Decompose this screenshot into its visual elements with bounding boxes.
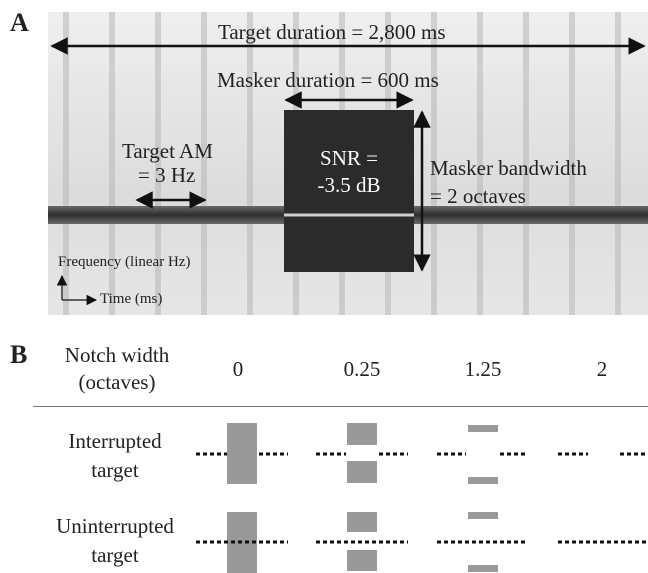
notch-width-1-25: 1.25 — [464, 357, 502, 381]
interrupted-notch-0-25-upper — [347, 423, 377, 445]
header-divider — [33, 406, 648, 407]
uninterrupted-notch-1-25-upper — [468, 512, 498, 519]
target-am-label-line2: = 3 Hz — [138, 163, 196, 187]
interrupted-row-schematics — [196, 423, 648, 484]
target-am-label-line1: Target AM — [122, 139, 213, 163]
row-label-interrupted-line1: Interrupted — [68, 429, 162, 453]
masker-bandwidth-label-line2: = 2 octaves — [430, 184, 526, 208]
masker-bandwidth-label-line1: Masker bandwidth — [430, 156, 587, 180]
axis-indicator — [56, 274, 98, 306]
row-label-interrupted-line2: target — [91, 458, 139, 482]
row-label-uninterrupted-line2: target — [91, 543, 139, 567]
snr-label-line1: SNR = — [320, 146, 378, 170]
masker-duration-label: Masker duration = 600 ms — [217, 68, 439, 92]
notch-width-header-line1: Notch width — [64, 343, 170, 367]
notch-width-header-line2: (octaves) — [78, 370, 156, 394]
interrupted-notch-0-block — [227, 423, 257, 484]
time-axis-label: Time (ms) — [100, 291, 163, 307]
panel-letter-b: B — [10, 340, 28, 369]
row-label-uninterrupted-line1: Uninterrupted — [56, 514, 174, 538]
interrupted-notch-0-25-lower — [347, 461, 377, 483]
interrupted-notch-1-25-upper — [468, 425, 498, 432]
interrupted-notch-1-25-lower — [468, 477, 498, 484]
target-duration-label: Target duration = 2,800 ms — [218, 20, 446, 44]
notch-width-0: 0 — [232, 357, 244, 381]
frequency-axis-label: Frequency (linear Hz) — [58, 254, 191, 270]
uninterrupted-notch-0-25-lower — [347, 550, 377, 571]
snr-label-line2: -3.5 dB — [317, 173, 381, 197]
notch-width-0-25: 0.25 — [343, 357, 381, 381]
uninterrupted-notch-0-25-upper — [347, 512, 377, 532]
masker-block — [284, 110, 414, 272]
uninterrupted-notch-1-25-lower — [468, 565, 498, 572]
notch-width-2: 2 — [596, 357, 608, 381]
uninterrupted-row-schematics — [196, 512, 648, 573]
panel-letter-a: A — [10, 8, 29, 37]
